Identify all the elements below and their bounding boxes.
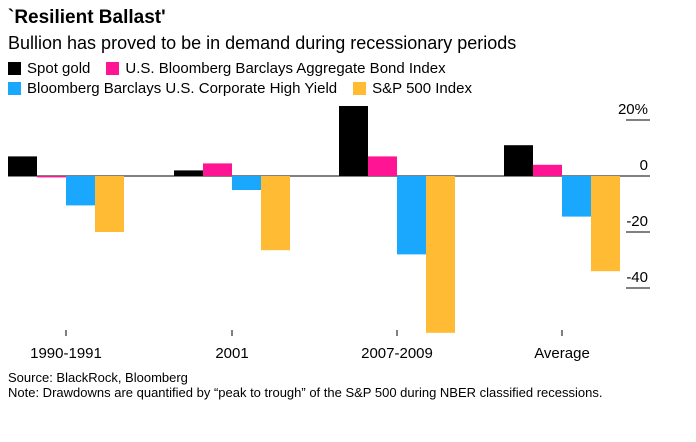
- bar: [8, 156, 37, 176]
- bar: [37, 176, 66, 178]
- legend-item-sp500: S&P 500 Index: [353, 80, 472, 97]
- legend-swatch-spot-gold: [8, 62, 21, 75]
- bar: [174, 170, 203, 176]
- bar: [591, 176, 620, 272]
- legend-swatch-agg-bond: [106, 62, 120, 75]
- y-tick-label: -20: [626, 213, 648, 230]
- legend-row-1: Spot gold U.S. Bloomberg Barclays Aggreg…: [8, 60, 462, 77]
- legend-item-spot-gold: Spot gold: [8, 60, 90, 77]
- legend-label-sp500: S&P 500 Index: [372, 80, 472, 97]
- bar: [339, 106, 368, 176]
- bar: [261, 176, 290, 251]
- bar: [203, 163, 232, 176]
- x-tick-label: 2007-2009: [361, 345, 433, 362]
- legend-label-spot-gold: Spot gold: [27, 60, 91, 77]
- legend-item-agg-bond: U.S. Bloomberg Barclays Aggregate Bond I…: [106, 60, 446, 77]
- x-tick-label: 2001: [215, 345, 248, 362]
- y-tick-label: 20%: [618, 101, 648, 118]
- legend-label-high-yield: Bloomberg Barclays U.S. Corporate High Y…: [27, 80, 338, 97]
- bar: [232, 176, 261, 190]
- bar: [504, 145, 533, 176]
- y-tick-label: -40: [626, 269, 648, 286]
- x-tick-label: Average: [534, 345, 590, 362]
- bar: [397, 176, 426, 255]
- bar: [533, 164, 562, 176]
- bar: [562, 176, 591, 217]
- source-note: Source: BlackRock, Bloomberg: [8, 370, 188, 385]
- legend-row-2: Bloomberg Barclays U.S. Corporate High Y…: [8, 80, 488, 97]
- legend-swatch-sp500: [353, 82, 367, 95]
- y-tick-label: 0: [640, 157, 648, 174]
- bar: [95, 176, 124, 232]
- legend-item-high-yield: Bloomberg Barclays U.S. Corporate High Y…: [8, 80, 337, 97]
- bar: [426, 176, 455, 333]
- legend-label-agg-bond: U.S. Bloomberg Barclays Aggregate Bond I…: [125, 60, 446, 77]
- x-tick-label: 1990-1991: [30, 345, 102, 362]
- bar: [66, 176, 95, 206]
- chart-subtitle: Bullion has proved to be in demand durin…: [8, 33, 517, 53]
- footnote: Note: Drawdowns are quantified by “peak …: [8, 385, 603, 400]
- chart-title: `Resilient Ballast': [8, 7, 166, 28]
- bar: [368, 156, 397, 176]
- legend-swatch-high-yield: [8, 82, 21, 95]
